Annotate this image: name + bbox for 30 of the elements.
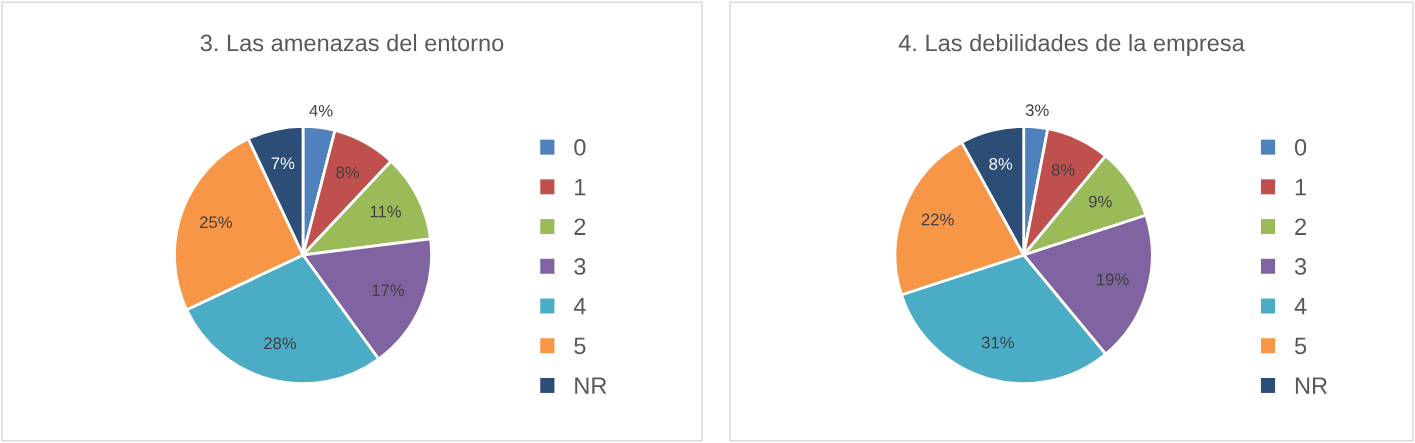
data-label: 8% — [1051, 163, 1075, 176]
chart-title: 3. Las amenazas del entorno — [200, 34, 504, 52]
legend-label: 5 — [1294, 337, 1307, 355]
data-label: 8% — [336, 166, 360, 179]
legend-label: 0 — [574, 138, 586, 156]
legend-label: NR — [575, 377, 607, 394]
legend-label: 1 — [575, 178, 586, 196]
data-label: 31% — [981, 336, 1014, 349]
data-label: 28% — [264, 337, 297, 350]
data-label: 19% — [1097, 273, 1129, 286]
legend-label: 2 — [1295, 218, 1306, 235]
data-label: 25% — [200, 216, 232, 229]
legend-label: 3 — [574, 258, 586, 275]
data-label: 7% — [271, 157, 295, 170]
data-label: 8% — [989, 158, 1013, 170]
legend-label: 3 — [1294, 258, 1307, 275]
legend-label: 2 — [574, 218, 586, 235]
legend-label: NR — [1295, 377, 1327, 394]
data-label: 3% — [1025, 104, 1049, 117]
data-label: 11% — [370, 205, 401, 218]
legend-label: 4 — [573, 298, 586, 315]
chart-title: 4. Las debilidades de la empresa — [898, 34, 1245, 56]
legend-label: 5 — [574, 337, 586, 355]
data-label: 4% — [309, 104, 333, 117]
data-label: 17% — [372, 284, 405, 297]
data-label: 9% — [1088, 195, 1112, 208]
legend-label: 4 — [1294, 298, 1307, 315]
data-label: 22% — [921, 213, 954, 226]
legend-label: 0 — [1294, 138, 1307, 156]
legend-label: 1 — [1295, 178, 1306, 196]
